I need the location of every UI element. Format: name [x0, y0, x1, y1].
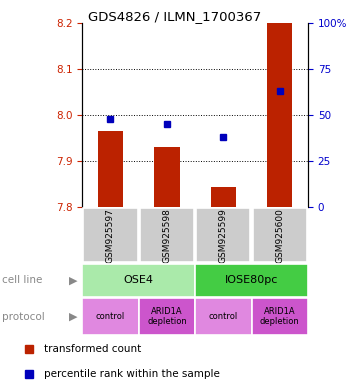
Text: GSM925598: GSM925598 [162, 208, 172, 263]
Bar [196, 208, 251, 263]
Text: control: control [209, 312, 238, 321]
Bar [195, 298, 252, 335]
Bar [211, 187, 236, 207]
Text: GDS4826 / ILMN_1700367: GDS4826 / ILMN_1700367 [88, 10, 262, 23]
Text: ARID1A
depletion: ARID1A depletion [147, 307, 187, 326]
Text: GSM925597: GSM925597 [106, 208, 115, 263]
Text: ▶: ▶ [69, 275, 77, 285]
Bar [195, 264, 308, 297]
Bar [253, 208, 307, 263]
Bar [83, 208, 138, 263]
Bar [82, 298, 139, 335]
Text: transformed count: transformed count [44, 344, 141, 354]
Text: control: control [96, 312, 125, 321]
Text: OSE4: OSE4 [124, 275, 154, 285]
Bar [267, 23, 293, 207]
Text: IOSE80pc: IOSE80pc [225, 275, 278, 285]
Text: GSM925600: GSM925600 [275, 208, 284, 263]
Bar [139, 298, 195, 335]
Bar [98, 131, 123, 207]
Bar [82, 264, 195, 297]
Text: percentile rank within the sample: percentile rank within the sample [44, 369, 220, 379]
Text: GSM925599: GSM925599 [219, 208, 228, 263]
Text: ▶: ▶ [69, 312, 77, 322]
Text: protocol: protocol [2, 312, 44, 322]
Text: cell line: cell line [2, 275, 42, 285]
Bar [140, 208, 194, 263]
Bar [154, 147, 180, 207]
Bar [252, 298, 308, 335]
Text: ARID1A
depletion: ARID1A depletion [260, 307, 300, 326]
